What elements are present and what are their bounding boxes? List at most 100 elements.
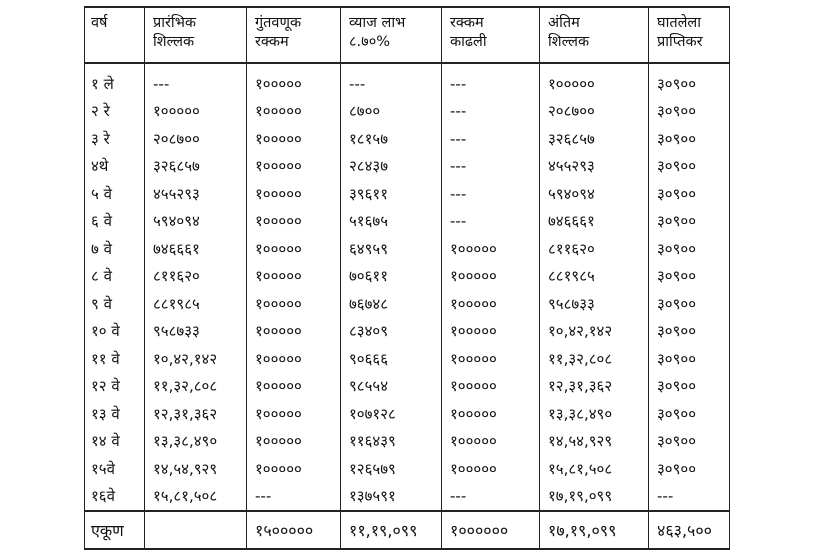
cell-investment-amount: १०००००: [246, 180, 341, 208]
header-line: व्याज लाभ: [349, 15, 406, 31]
cell-interest-gain: ९८५५४: [340, 372, 442, 400]
cell-investment-amount: १०००००: [246, 372, 341, 400]
header-opening-balance: प्रारंभिक शिल्लक: [144, 6, 247, 64]
cell-opening-balance: १४,५४,९२९: [144, 455, 247, 483]
cell-withdrawn-amount: १०००००: [441, 455, 540, 483]
cell-investment-amount: १०००००: [246, 290, 341, 318]
cell-interest-gain: ११६४३९: [340, 427, 442, 455]
cell-withdrawn-amount: १०००००: [441, 235, 540, 263]
table-row: ५ वे ४५५२९३ १००००० ३९६११ --- ५९४०९४ ३०९००: [84, 180, 730, 208]
header-line: रक्कम: [450, 15, 484, 31]
cell-closing-balance: १३,३८,४९०: [539, 400, 649, 428]
cell-investment-amount: १०००००: [246, 455, 341, 483]
cell-closing-balance: ८११६२०: [539, 235, 649, 263]
cell-interest-gain: २८४३७: [340, 152, 442, 180]
cell-withdrawn-amount: ---: [441, 482, 540, 511]
cell-withdrawn-amount: १०००००: [441, 290, 540, 318]
cell-year: २ रे: [84, 97, 145, 125]
cell-tax-paid: ३०९००: [648, 97, 730, 125]
cell-investment-amount: ---: [246, 482, 341, 511]
cell-tax-paid: ३०९००: [648, 63, 730, 98]
table-row: १० वे ९५८७३३ १००००० ८३४०९ १००००० १०,४२,१४२ ३०९…: [84, 317, 730, 345]
cell-closing-balance: २०८७००: [539, 97, 649, 125]
cell-closing-balance: ८८१९८५: [539, 262, 649, 290]
cell-interest-gain: ---: [340, 63, 442, 98]
total-investment-amount: १५०००००: [246, 510, 341, 550]
cell-interest-gain: ८३४०९: [340, 317, 442, 345]
table-row: १३ वे १२,३१,३६२ १००००० १०७१२८ १००००० १३,३८,४९…: [84, 400, 730, 428]
header-investment-amount: गुंतवणूक रक्कम: [246, 6, 341, 64]
table-row: ९ वे ८८१९८५ १००००० ७६७४८ १००००० ९५८७३३ ३०९००: [84, 290, 730, 318]
header-line: शिल्लक: [548, 34, 590, 50]
cell-tax-paid: ३०९००: [648, 290, 730, 318]
cell-closing-balance: ४५५२९३: [539, 152, 649, 180]
header-closing-balance: अंतिम शिल्लक: [539, 6, 649, 64]
cell-opening-balance: ५९४०९४: [144, 207, 247, 235]
header-line: ८.७०%: [349, 34, 391, 50]
cell-withdrawn-amount: ---: [441, 152, 540, 180]
cell-year: ८ वे: [84, 262, 145, 290]
cell-withdrawn-amount: १०००००: [441, 317, 540, 345]
cell-withdrawn-amount: ---: [441, 97, 540, 125]
cell-tax-paid: ३०९००: [648, 152, 730, 180]
cell-year: ४थे: [84, 152, 145, 180]
table-row: ७ वे ७४६६६१ १००००० ६४९५९ १००००० ८११६२० ३०९००: [84, 235, 730, 263]
cell-interest-gain: १८१५७: [340, 125, 442, 153]
header-row: वर्ष प्रारंभिक शिल्लक गुंतवणूक रक्कम व्याज ला…: [84, 6, 730, 64]
cell-year: ११ वे: [84, 345, 145, 373]
table-row: १५वे १४,५४,९२९ १००००० १२६५७९ १००००० १५,८१,५०८…: [84, 455, 730, 483]
cell-closing-balance: ३२६८५७: [539, 125, 649, 153]
cell-tax-paid: ३०९००: [648, 235, 730, 263]
cell-year: १ ले: [84, 63, 145, 98]
cell-withdrawn-amount: ---: [441, 63, 540, 98]
cell-closing-balance: १५,८१,५०८: [539, 455, 649, 483]
header-line: गुंतवणूक: [255, 15, 302, 31]
cell-investment-amount: १०००००: [246, 63, 341, 98]
cell-interest-gain: ७६७४८: [340, 290, 442, 318]
cell-tax-paid: ३०९००: [648, 317, 730, 345]
cell-interest-gain: ८७००: [340, 97, 442, 125]
cell-withdrawn-amount: १०००००: [441, 400, 540, 428]
cell-interest-gain: १२६५७९: [340, 455, 442, 483]
cell-year: १४ वे: [84, 427, 145, 455]
cell-tax-paid: ३०९००: [648, 400, 730, 428]
table-body: १ ले --- १००००० --- --- १००००० ३०९०० २ रे १०००००…: [84, 63, 730, 511]
table-footer: एकूण १५००००० ११,१९,०९९ १०००००० १७,१९,०९९ ४६३,…: [84, 510, 730, 550]
cell-investment-amount: १०००००: [246, 427, 341, 455]
cell-closing-balance: ११,३२,८०८: [539, 345, 649, 373]
cell-opening-balance: १२,३१,३६२: [144, 400, 247, 428]
cell-interest-gain: ३९६११: [340, 180, 442, 208]
header-line: प्रारंभिक: [153, 15, 197, 31]
cell-interest-gain: ५१६७५: [340, 207, 442, 235]
cell-investment-amount: १०००००: [246, 345, 341, 373]
cell-opening-balance: २०८७००: [144, 125, 247, 153]
total-tax-paid: ४६३,५००: [648, 510, 730, 550]
cell-opening-balance: ७४६६६१: [144, 235, 247, 263]
cell-tax-paid: ३०९००: [648, 125, 730, 153]
cell-interest-gain: ९०६६६: [340, 345, 442, 373]
cell-withdrawn-amount: ---: [441, 207, 540, 235]
cell-closing-balance: १०००००: [539, 63, 649, 98]
table-row: १४ वे १३,३८,४९० १००००० ११६४३९ १००००० १४,५४,९२…: [84, 427, 730, 455]
header-line: काढली: [450, 34, 487, 50]
header-interest-gain: व्याज लाभ ८.७०%: [340, 6, 442, 64]
header-line: रक्कम: [255, 34, 289, 50]
cell-closing-balance: ७४६६६१: [539, 207, 649, 235]
table-row: ४थे ३२६८५७ १००००० २८४३७ --- ४५५२९३ ३०९००: [84, 152, 730, 180]
total-opening-balance: [144, 510, 247, 550]
cell-withdrawn-amount: १०००००: [441, 372, 540, 400]
table-row: ६ वे ५९४०९४ १००००० ५१६७५ --- ७४६६६१ ३०९००: [84, 207, 730, 235]
cell-year: ६ वे: [84, 207, 145, 235]
cell-tax-paid: ३०९००: [648, 427, 730, 455]
cell-closing-balance: १७,१९,०९९: [539, 482, 649, 511]
investment-table: वर्ष प्रारंभिक शिल्लक गुंतवणूक रक्कम व्याज ला…: [84, 6, 730, 550]
cell-opening-balance: १५,८१,५०८: [144, 482, 247, 511]
cell-opening-balance: १०००००: [144, 97, 247, 125]
cell-tax-paid: ३०९००: [648, 372, 730, 400]
header-line: अंतिम: [548, 15, 580, 31]
table-row: २ रे १००००० १००००० ८७०० --- २०८७०० ३०९००: [84, 97, 730, 125]
header-line: शिल्लक: [153, 34, 195, 50]
cell-withdrawn-amount: ---: [441, 125, 540, 153]
cell-tax-paid: ३०९००: [648, 180, 730, 208]
table-row: ८ वे ८११६२० १००००० ७०६११ १००००० ८८१९८५ ३०९००: [84, 262, 730, 290]
